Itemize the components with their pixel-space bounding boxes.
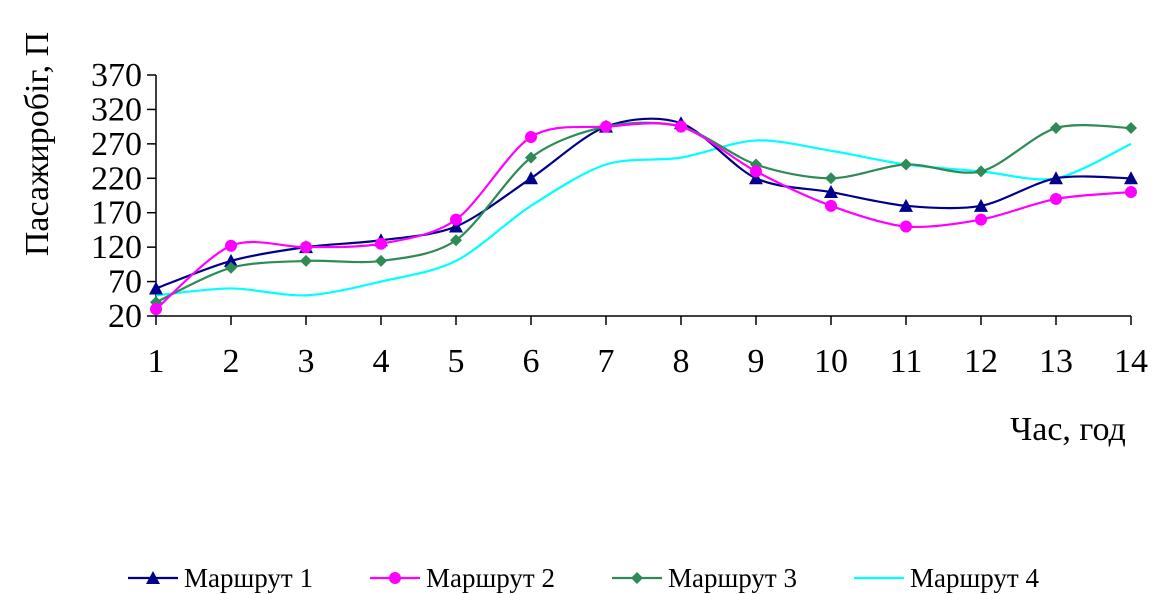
data-point	[1050, 122, 1062, 135]
series-1	[149, 116, 1138, 295]
x-tick-label: 3	[298, 343, 315, 380]
y-tick-label: 120	[91, 229, 142, 266]
data-point	[1124, 171, 1138, 185]
data-point	[450, 213, 462, 226]
data-point	[300, 254, 312, 267]
data-point	[300, 241, 312, 254]
y-tick-label: 320	[91, 91, 142, 128]
series-3	[150, 120, 1137, 309]
data-point	[1049, 171, 1063, 185]
data-point	[525, 130, 537, 143]
y-tick-label: 20	[108, 298, 142, 335]
series-line	[155, 121, 1132, 304]
x-tick-label: 4	[373, 343, 390, 380]
y-tick-label: 270	[91, 126, 142, 163]
data-point	[150, 303, 162, 316]
x-tick-label: 14	[1114, 343, 1148, 380]
data-point	[974, 198, 988, 212]
x-tick-label: 5	[448, 343, 465, 380]
y-tick-label: 170	[91, 195, 142, 232]
data-point	[375, 237, 387, 250]
x-tick-label: 2	[223, 343, 240, 380]
data-point	[975, 165, 987, 178]
y-tick-label: 370	[91, 57, 142, 94]
series-2	[150, 120, 1137, 316]
legend-marker	[146, 571, 160, 584]
x-tick-label: 6	[523, 343, 540, 380]
legend-marker	[389, 572, 401, 584]
x-tick-label: 8	[673, 343, 690, 380]
legend-item: Маршрут 1	[128, 563, 313, 593]
x-tick-label: 7	[598, 343, 615, 380]
data-point	[1050, 192, 1062, 205]
x-tick-label: 12	[964, 343, 998, 380]
data-point	[1125, 186, 1137, 199]
x-ticks: 1 2 3 4 5 6 7 8 9 10 11 12 13 14	[148, 316, 1148, 380]
legend-item: Маршрут 2	[370, 563, 555, 593]
data-point	[225, 261, 237, 274]
data-point	[224, 253, 238, 267]
legend-item: Маршрут 3	[612, 563, 797, 593]
data-point	[825, 172, 837, 185]
x-tick-label: 9	[748, 343, 765, 380]
data-point	[675, 120, 687, 133]
legend-marker	[631, 572, 643, 584]
data-point	[375, 254, 387, 267]
data-point	[824, 185, 838, 199]
y-tick-label: 220	[91, 160, 142, 197]
x-axis-title: Час, год	[1010, 411, 1126, 448]
legend: Маршрут 1 Маршрут 2 Маршрут 3 Маршрут 4	[128, 563, 1039, 593]
data-point	[900, 158, 912, 171]
data-point	[749, 171, 763, 185]
data-point	[899, 198, 913, 212]
legend-label: Маршрут 3	[668, 563, 797, 593]
data-point	[1125, 122, 1137, 135]
data-point	[975, 213, 987, 226]
legend-label: Маршрут 1	[184, 563, 313, 593]
x-tick-label: 10	[814, 343, 848, 380]
data-point	[449, 219, 463, 233]
data-point	[750, 165, 762, 178]
data-point	[600, 120, 612, 133]
x-tick-label: 1	[148, 343, 165, 380]
legend-label: Маршрут 4	[910, 563, 1039, 593]
x-tick-label: 11	[890, 343, 923, 380]
data-point	[524, 171, 538, 185]
y-tick-label: 70	[108, 264, 142, 301]
legend-label: Маршрут 2	[426, 563, 555, 593]
data-point	[900, 220, 912, 233]
x-tick-label: 13	[1039, 343, 1073, 380]
data-point	[450, 234, 462, 247]
data-point	[825, 199, 837, 212]
data-point	[149, 281, 163, 295]
y-axis-title: Пасажиробіг, П	[19, 32, 56, 256]
data-point	[225, 239, 237, 252]
series-layer	[149, 116, 1138, 316]
data-point	[525, 151, 537, 164]
legend-item: Маршрут 4	[854, 563, 1039, 593]
